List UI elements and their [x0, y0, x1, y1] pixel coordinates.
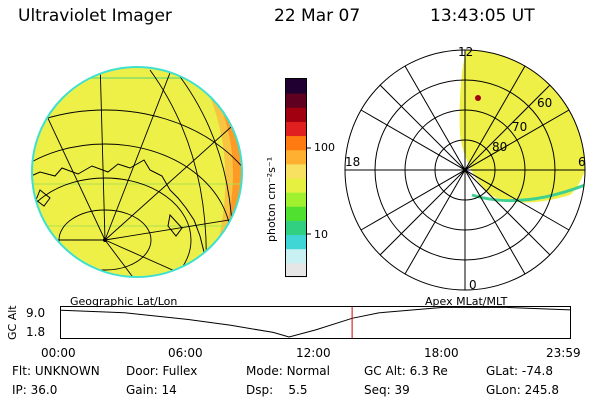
mlat-label-70: 70	[512, 120, 528, 134]
altitude-ytick-low: 1.8	[26, 325, 46, 339]
left-panel-caption: Geographic Lat/Lon	[70, 295, 178, 308]
status-door: Door: Fullex	[126, 364, 198, 378]
bright-spot	[475, 95, 481, 101]
colorbar-band	[286, 178, 307, 193]
colorbar-tick-100: 100	[314, 141, 335, 154]
status-glon: GLon: 245.8	[486, 383, 559, 397]
apex-polar-panel	[344, 49, 586, 291]
colorbar	[285, 78, 311, 278]
colorbar-band	[286, 262, 307, 278]
bright-limb-core	[222, 110, 242, 245]
status-seq: Seq: 39	[364, 383, 410, 397]
coastline	[32, 159, 206, 277]
status-mode: Mode: Normal	[246, 364, 330, 378]
colorbar-band	[286, 121, 307, 137]
status-dsp: Dsp: 5.5	[246, 383, 308, 397]
xtick-2359: 23:59	[546, 346, 581, 360]
colorbar-band	[286, 79, 307, 94]
colorbar-band	[286, 234, 307, 250]
mlt-label-0: 0	[469, 278, 477, 292]
left-auroral-disk	[32, 67, 242, 277]
colorbar-band	[286, 93, 307, 108]
pole-marker	[103, 238, 107, 242]
colorbar-band	[286, 135, 307, 151]
image-date: 22 Mar 07	[274, 6, 361, 26]
mlat-label-60: 60	[537, 96, 553, 110]
colorbar-band	[286, 192, 307, 207]
xtick-1800: 18:00	[424, 346, 459, 360]
instrument-title: Ultraviolet Imager	[18, 6, 172, 26]
altitude-plot	[60, 306, 571, 339]
colorbar-band	[286, 149, 307, 165]
colorbar-band	[286, 163, 307, 179]
mlt-label-6: 6	[578, 155, 586, 169]
colorbar-band	[286, 248, 307, 264]
colorbar-band	[286, 107, 307, 122]
colorbar-band	[286, 220, 307, 236]
status-flight: Flt: UNKNOWN	[12, 364, 100, 378]
right-panel-caption: Apex MLat/MLT	[425, 295, 508, 308]
altitude-ylabel: GC Alt	[6, 305, 19, 340]
colorbar-title: photon cm⁻²s⁻¹	[265, 156, 278, 242]
xtick-1200: 12:00	[296, 346, 331, 360]
mlt-label-12: 12	[458, 45, 474, 59]
colorbar-band	[286, 206, 307, 221]
mlt-label-18: 18	[345, 155, 361, 169]
image-time: 13:43:05 UT	[430, 6, 535, 26]
colorbar-tick-10: 10	[314, 228, 328, 241]
altitude-trace	[60, 306, 571, 338]
xtick-0600: 06:00	[168, 346, 203, 360]
status-glat: GLat: -74.8	[486, 364, 553, 378]
mlat-label-80: 80	[492, 140, 508, 154]
status-gc-alt: GC Alt: 6.3 Re	[364, 364, 448, 378]
xtick-0000: 00:00	[41, 346, 76, 360]
status-ip: IP: 36.0	[12, 383, 58, 397]
altitude-ytick-high: 9.0	[26, 306, 46, 320]
geographic-image-panel	[31, 66, 243, 278]
polar-grid	[344, 49, 586, 291]
status-gain: Gain: 14	[126, 383, 177, 397]
